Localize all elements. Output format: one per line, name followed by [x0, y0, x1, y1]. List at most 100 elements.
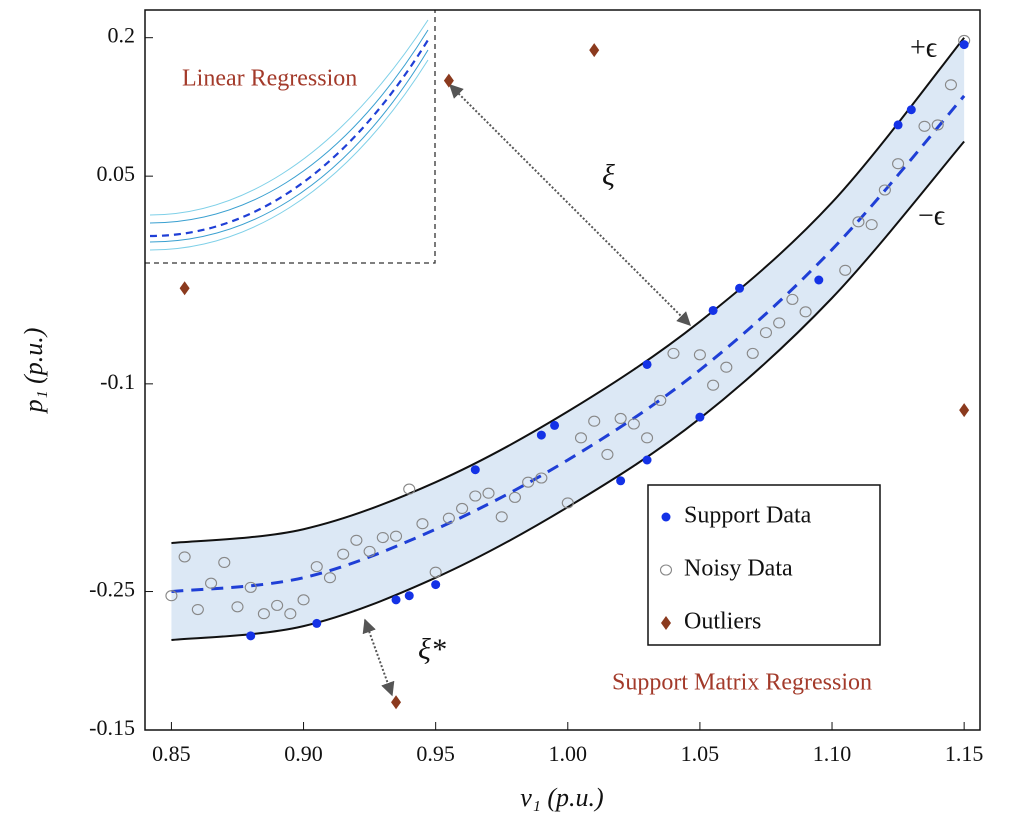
noisy-point: [522, 476, 535, 488]
x-tick-label: 1.05: [681, 741, 720, 766]
support-point: [959, 40, 969, 50]
noisy-point: [508, 491, 521, 503]
noisy-point: [389, 530, 403, 542]
lower-bound: [171, 140, 965, 641]
support-point: [246, 631, 256, 641]
noisy-point: [667, 347, 680, 359]
noisy-point: [627, 418, 640, 430]
x-tick-label: 1.10: [813, 741, 852, 766]
noisy-point: [244, 581, 257, 593]
xi-label: ξ: [602, 159, 615, 192]
noisy-point: [323, 572, 337, 584]
xi-star-arrow: [362, 618, 395, 697]
support-point: [814, 275, 824, 285]
noisy-point: [456, 502, 469, 515]
noisy-point: [416, 518, 429, 530]
noisy-point: [429, 566, 442, 578]
support-point: [431, 580, 441, 590]
plus-epsilon: +ϵ: [910, 32, 937, 63]
noisy-point: [218, 556, 231, 569]
noisy-point: [641, 432, 654, 444]
noisy-point: [350, 534, 363, 546]
noisy-point: [257, 608, 270, 620]
minus-epsilon: −ϵ: [918, 200, 945, 231]
y-tick-label: 0.05: [97, 161, 136, 186]
regression-curve: [171, 94, 966, 594]
noisy-point: [205, 577, 218, 589]
noisy-point: [614, 412, 627, 425]
noisy-point: [654, 394, 667, 407]
outlier: [443, 73, 454, 88]
noisy-point: [878, 184, 891, 196]
noisy-point: [759, 327, 773, 339]
x-tick-label: 1.00: [549, 741, 588, 766]
noisy-point: [773, 317, 786, 329]
support-point: [642, 455, 652, 465]
noisy-point: [403, 483, 416, 495]
support-point: [642, 359, 652, 369]
noisy-point: [310, 561, 323, 573]
noisy-point: [165, 590, 178, 602]
support-point: [536, 430, 546, 440]
noisy-point: [852, 216, 865, 228]
outlier: [959, 403, 970, 418]
inset-bound: [149, 19, 429, 216]
inset-title-1: Linear Regression: [182, 66, 357, 92]
support-point: [312, 618, 322, 628]
noisy-point: [931, 119, 944, 131]
legend-label: Support Data: [684, 503, 812, 529]
noisy-point: [601, 448, 614, 461]
noisy-point: [944, 79, 957, 91]
xi-arrow: [449, 84, 691, 326]
y-tick-label: -0.15: [89, 715, 135, 740]
outlier: [589, 43, 600, 58]
noisy-point: [363, 545, 376, 557]
noisy-point: [482, 487, 495, 499]
legend-marker: [661, 616, 671, 630]
y-tick-label: 0.2: [108, 23, 136, 48]
x-tick-label: 0.95: [416, 741, 455, 766]
xi-star-label: ξ*: [418, 633, 446, 666]
noisy-point: [191, 603, 204, 616]
noisy-point: [535, 472, 548, 484]
support-point: [391, 595, 401, 605]
support-point: [550, 420, 560, 430]
legend-marker: [659, 564, 673, 576]
noisy-point: [892, 158, 905, 170]
noisy-point: [786, 293, 799, 305]
outlier: [179, 281, 190, 296]
legend-label: Outliers: [684, 609, 761, 635]
x-axis-label: v₁ (p.u.): [520, 783, 603, 812]
support-point: [735, 283, 745, 293]
x-tick-label: 0.85: [152, 741, 191, 766]
support-point: [470, 465, 480, 475]
legend-marker: [661, 512, 671, 522]
noisy-point: [561, 497, 574, 509]
inset-bound: [149, 49, 429, 243]
upper-bound: [171, 37, 965, 545]
outlier: [391, 695, 402, 710]
noisy-point: [442, 512, 455, 524]
inset-border: [145, 10, 436, 264]
noisy-point: [839, 264, 852, 276]
support-point: [404, 591, 414, 601]
legend-label: Noisy Data: [684, 556, 793, 582]
y-axis-label: p₁ (p.u.): [19, 328, 48, 415]
noisy-point: [799, 306, 812, 318]
noisy-point: [271, 599, 284, 611]
noisy-point: [720, 361, 733, 373]
inset: Linear Regression: [145, 10, 436, 264]
noisy-point: [707, 379, 720, 391]
noisy-point: [693, 349, 706, 361]
noisy-point: [231, 601, 244, 613]
y-tick-label: -0.1: [100, 369, 135, 394]
noisy-point: [376, 531, 389, 544]
noisy-point: [495, 511, 508, 523]
noisy-point: [574, 432, 588, 444]
noisy-point: [284, 608, 297, 620]
support-point: [708, 305, 718, 315]
noisy-point: [865, 219, 878, 231]
noisy-point: [469, 490, 482, 502]
noisy-point: [297, 594, 310, 606]
